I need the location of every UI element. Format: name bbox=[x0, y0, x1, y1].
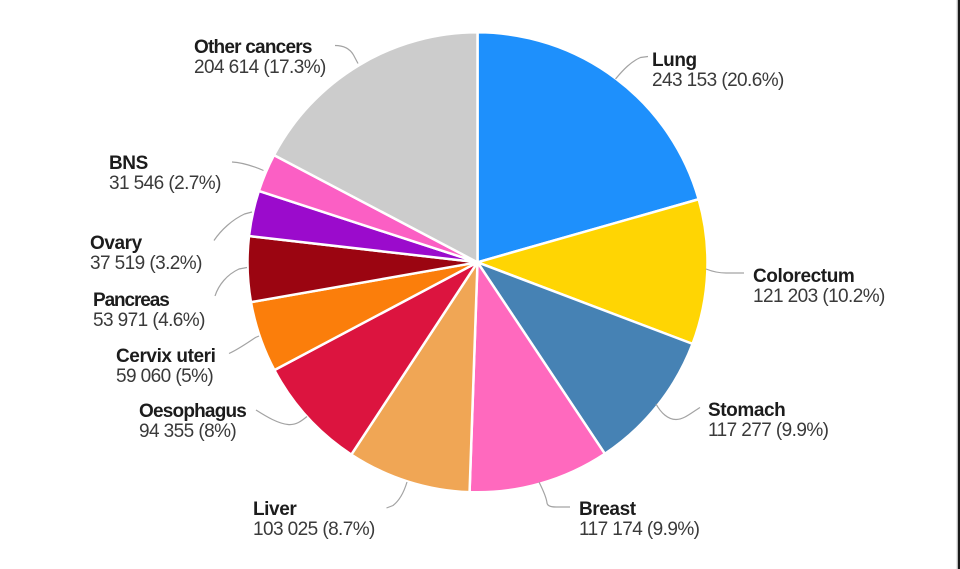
svg-text:121 203 (10.2%): 121 203 (10.2%) bbox=[753, 286, 885, 307]
svg-text:Lung: Lung bbox=[652, 50, 697, 71]
svg-text:Colorectum: Colorectum bbox=[753, 266, 854, 287]
svg-text:117 174 (9.9%): 117 174 (9.9%) bbox=[579, 519, 700, 540]
svg-text:53 971 (4.6%): 53 971 (4.6%) bbox=[93, 310, 205, 331]
svg-text:103 025 (8.7%): 103 025 (8.7%) bbox=[253, 519, 375, 540]
svg-text:Cervix uteri: Cervix uteri bbox=[116, 346, 216, 367]
svg-text:Other cancers: Other cancers bbox=[194, 37, 312, 58]
svg-text:243 153 (20.6%): 243 153 (20.6%) bbox=[652, 70, 784, 91]
svg-text:Breast: Breast bbox=[579, 499, 637, 520]
svg-text:31 546 (2.7%): 31 546 (2.7%) bbox=[109, 173, 221, 194]
svg-text:37 519 (3.2%): 37 519 (3.2%) bbox=[90, 253, 202, 274]
svg-text:Oesophagus: Oesophagus bbox=[139, 401, 246, 422]
svg-text:Ovary: Ovary bbox=[90, 233, 143, 254]
svg-text:Pancreas: Pancreas bbox=[93, 290, 169, 311]
svg-text:Liver: Liver bbox=[253, 499, 297, 520]
svg-text:204 614 (17.3%): 204 614 (17.3%) bbox=[194, 57, 326, 78]
svg-text:BNS: BNS bbox=[109, 153, 148, 174]
svg-text:94 355 (8%): 94 355 (8%) bbox=[139, 421, 236, 442]
svg-text:117 277 (9.9%): 117 277 (9.9%) bbox=[708, 420, 829, 441]
svg-text:Stomach: Stomach bbox=[708, 400, 785, 421]
svg-text:59 060 (5%): 59 060 (5%) bbox=[116, 366, 213, 387]
